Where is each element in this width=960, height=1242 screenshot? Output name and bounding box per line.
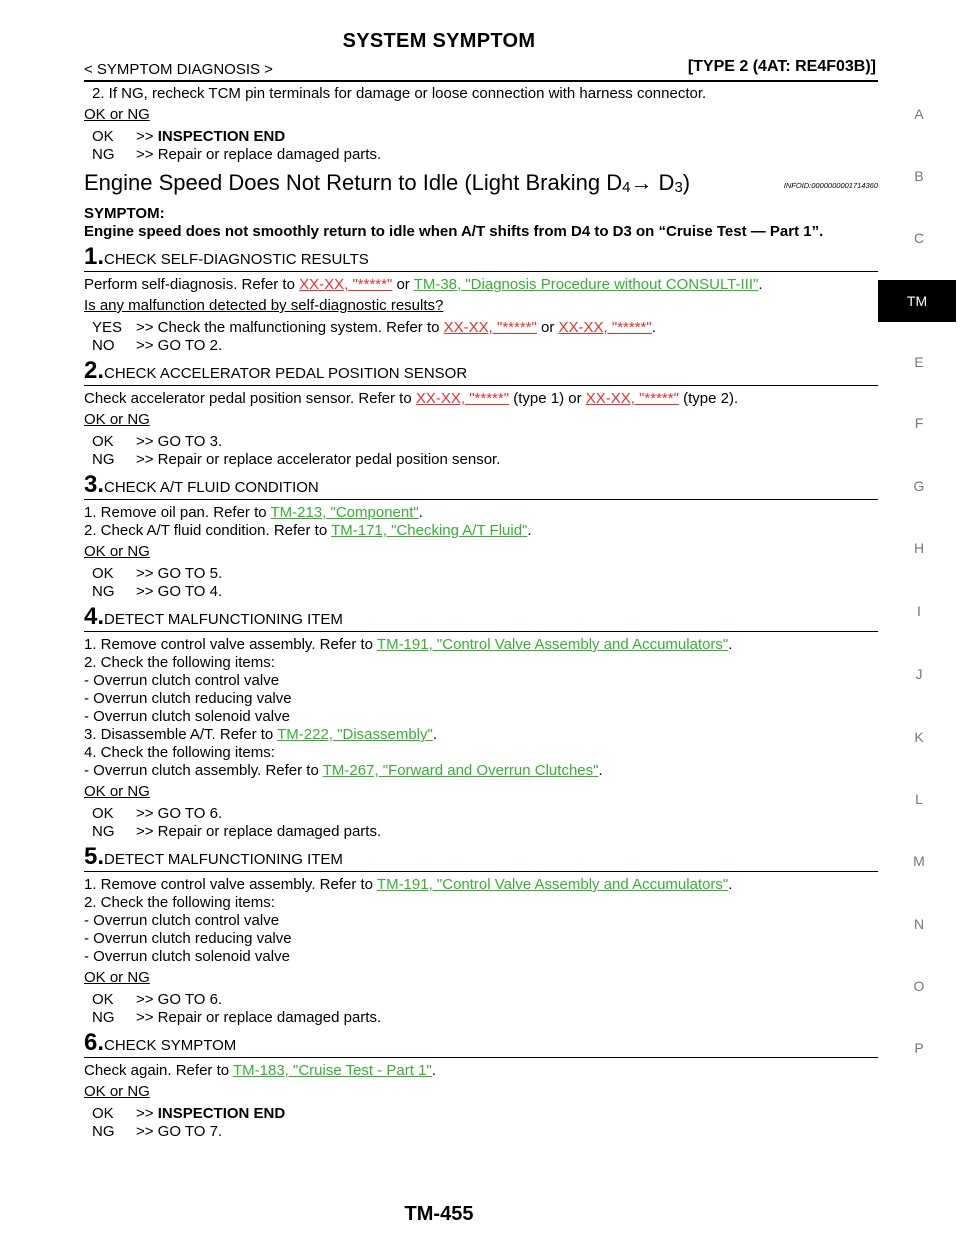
- result-ng: NG >> GO TO 7.: [92, 1123, 223, 1140]
- ok-or-ng-label: OK or NG: [84, 1083, 150, 1100]
- result-yes: YES >> Check the malfunctioning system. R…: [92, 319, 656, 336]
- step-4-line-1: 1. Remove control valve assembly. Refer …: [84, 636, 733, 653]
- step-5-line-4: - Overrun clutch reducing valve: [84, 930, 292, 947]
- step-3-line-1: 1. Remove oil pan. Refer to TM-213, "Com…: [84, 504, 423, 521]
- index-tab-l[interactable]: L: [915, 791, 923, 807]
- step-6-line-1: Check again. Refer to TM-183, "Cruise Te…: [84, 1062, 436, 1079]
- step-4-line-7: 4. Check the following items:: [84, 744, 275, 761]
- index-tab-h[interactable]: H: [913, 540, 925, 556]
- index-tab-a[interactable]: A: [914, 106, 924, 122]
- step-5-heading: 5. DETECT MALFUNCTIONING ITEM: [84, 845, 878, 872]
- result-ok: OK >> GO TO 6.: [92, 991, 223, 1008]
- step-5-line-2: 2. Check the following items:: [84, 894, 275, 911]
- result-ng: NG >> Repair or replace damaged parts.: [92, 1009, 382, 1026]
- section-breadcrumb: < SYMPTOM DIAGNOSIS >: [84, 61, 273, 78]
- prev-instruction: 2. If NG, recheck TCM pin terminals for …: [92, 85, 707, 102]
- transmission-type: [TYPE 2 (4AT: RE4F03B)]: [687, 58, 876, 75]
- ref-link[interactable]: TM-191, "Control Valve Assembly and Accu…: [376, 876, 729, 893]
- index-tab-b[interactable]: B: [914, 168, 924, 184]
- index-tab-c[interactable]: C: [913, 230, 925, 246]
- result-ok: OK >> GO TO 6.: [92, 805, 223, 822]
- step-4-line-5: - Overrun clutch solenoid valve: [84, 708, 290, 725]
- index-tab-f[interactable]: F: [914, 415, 924, 431]
- ref-link[interactable]: XX-XX, "*****": [443, 319, 537, 336]
- index-tab-n[interactable]: N: [913, 916, 925, 932]
- symptom-text: Engine speed does not smoothly return to…: [84, 223, 824, 240]
- result-ok: OK >> INSPECTION END: [92, 1105, 286, 1122]
- section-title: Engine Speed Does Not Return to Idle (Li…: [84, 170, 691, 196]
- step-6-heading: 6. CHECK SYMPTOM: [84, 1031, 878, 1058]
- step-3-line-2: 2. Check A/T fluid condition. Refer to T…: [84, 522, 532, 539]
- info-id: INFOID:0000000001714360: [783, 181, 878, 190]
- section-index-tabs: A B C TM E F G H I J K L M N O P: [878, 0, 960, 1242]
- step-1-question: Is any malfunction detected by self-diag…: [84, 297, 444, 314]
- step-4-line-8: - Overrun clutch assembly. Refer to TM-2…: [84, 762, 603, 779]
- ref-link[interactable]: TM-222, "Disassembly": [277, 726, 433, 743]
- page-title: SYSTEM SYMPTOM: [342, 30, 536, 52]
- step-2-heading: 2. CHECK ACCELERATOR PEDAL POSITION SENSO…: [84, 359, 878, 386]
- ref-link[interactable]: TM-213, "Component": [270, 504, 419, 521]
- step-4-line-3: - Overrun clutch control valve: [84, 672, 280, 689]
- index-tab-p[interactable]: P: [914, 1040, 924, 1056]
- step-5-line-3: - Overrun clutch control valve: [84, 912, 280, 929]
- index-tab-e[interactable]: E: [914, 354, 924, 370]
- ok-or-ng-label: OK or NG: [84, 969, 150, 986]
- index-tab-tm[interactable]: TM: [878, 280, 956, 322]
- index-tab-k[interactable]: K: [914, 729, 924, 745]
- result-ng: NG >> Repair or replace damaged parts.: [92, 146, 382, 163]
- section-heading: Engine Speed Does Not Return to Idle (Li…: [84, 170, 878, 199]
- result-ng: NG >> GO TO 4.: [92, 583, 223, 600]
- ref-link[interactable]: TM-267, "Forward and Overrun Clutches": [322, 762, 599, 779]
- index-tab-o[interactable]: O: [913, 978, 925, 994]
- ref-link[interactable]: TM-183, "Cruise Test - Part 1": [232, 1062, 432, 1079]
- index-tab-i[interactable]: I: [917, 603, 921, 619]
- result-ok: OK >> GO TO 3.: [92, 433, 223, 450]
- result-ok: OK >> INSPECTION END: [92, 128, 286, 145]
- index-tab-j[interactable]: J: [915, 666, 923, 682]
- ref-link[interactable]: TM-38, "Diagnosis Procedure without CONS…: [413, 276, 759, 293]
- step-5-line-5: - Overrun clutch solenoid valve: [84, 948, 290, 965]
- ref-link[interactable]: XX-XX, "*****": [558, 319, 652, 336]
- ref-link[interactable]: TM-191, "Control Valve Assembly and Accu…: [376, 636, 729, 653]
- step-4-line-2: 2. Check the following items:: [84, 654, 275, 671]
- symptom-label: SYMPTOM:: [84, 205, 165, 222]
- step-1-heading: 1. CHECK SELF-DIAGNOSTIC RESULTS: [84, 245, 878, 272]
- ok-or-ng-label: OK or NG: [84, 106, 150, 123]
- result-ng: NG >> Repair or replace accelerator pedal…: [92, 451, 501, 468]
- step-4-line-4: - Overrun clutch reducing valve: [84, 690, 292, 707]
- result-ng: NG >> Repair or replace damaged parts.: [92, 823, 382, 840]
- ref-link[interactable]: XX-XX, "*****": [299, 276, 393, 293]
- result-ok: OK >> GO TO 5.: [92, 565, 223, 582]
- step-1-instruction: Perform self-diagnosis. Refer to XX-XX, …: [84, 276, 763, 293]
- index-tab-g[interactable]: G: [913, 478, 925, 494]
- ref-link[interactable]: XX-XX, "*****": [585, 390, 679, 407]
- step-4-heading: 4. DETECT MALFUNCTIONING ITEM: [84, 605, 878, 632]
- ok-or-ng-label: OK or NG: [84, 543, 150, 560]
- step-3-heading: 3. CHECK A/T FLUID CONDITION: [84, 473, 878, 500]
- result-no: NO >> GO TO 2.: [92, 337, 223, 354]
- header-rule: [84, 80, 878, 82]
- page-number: TM-455: [404, 1203, 474, 1225]
- index-tab-m[interactable]: M: [913, 853, 925, 869]
- ok-or-ng-label: OK or NG: [84, 411, 150, 428]
- step-4-line-6: 3. Disassemble A/T. Refer to TM-222, "Di…: [84, 726, 437, 743]
- step-5-line-1: 1. Remove control valve assembly. Refer …: [84, 876, 733, 893]
- step-2-instruction: Check accelerator pedal position sensor.…: [84, 390, 739, 407]
- ok-or-ng-label: OK or NG: [84, 783, 150, 800]
- manual-content: 2. If NG, recheck TCM pin terminals for …: [84, 85, 878, 1141]
- ref-link[interactable]: TM-171, "Checking A/T Fluid": [331, 522, 528, 539]
- ref-link[interactable]: XX-XX, "*****": [415, 390, 510, 407]
